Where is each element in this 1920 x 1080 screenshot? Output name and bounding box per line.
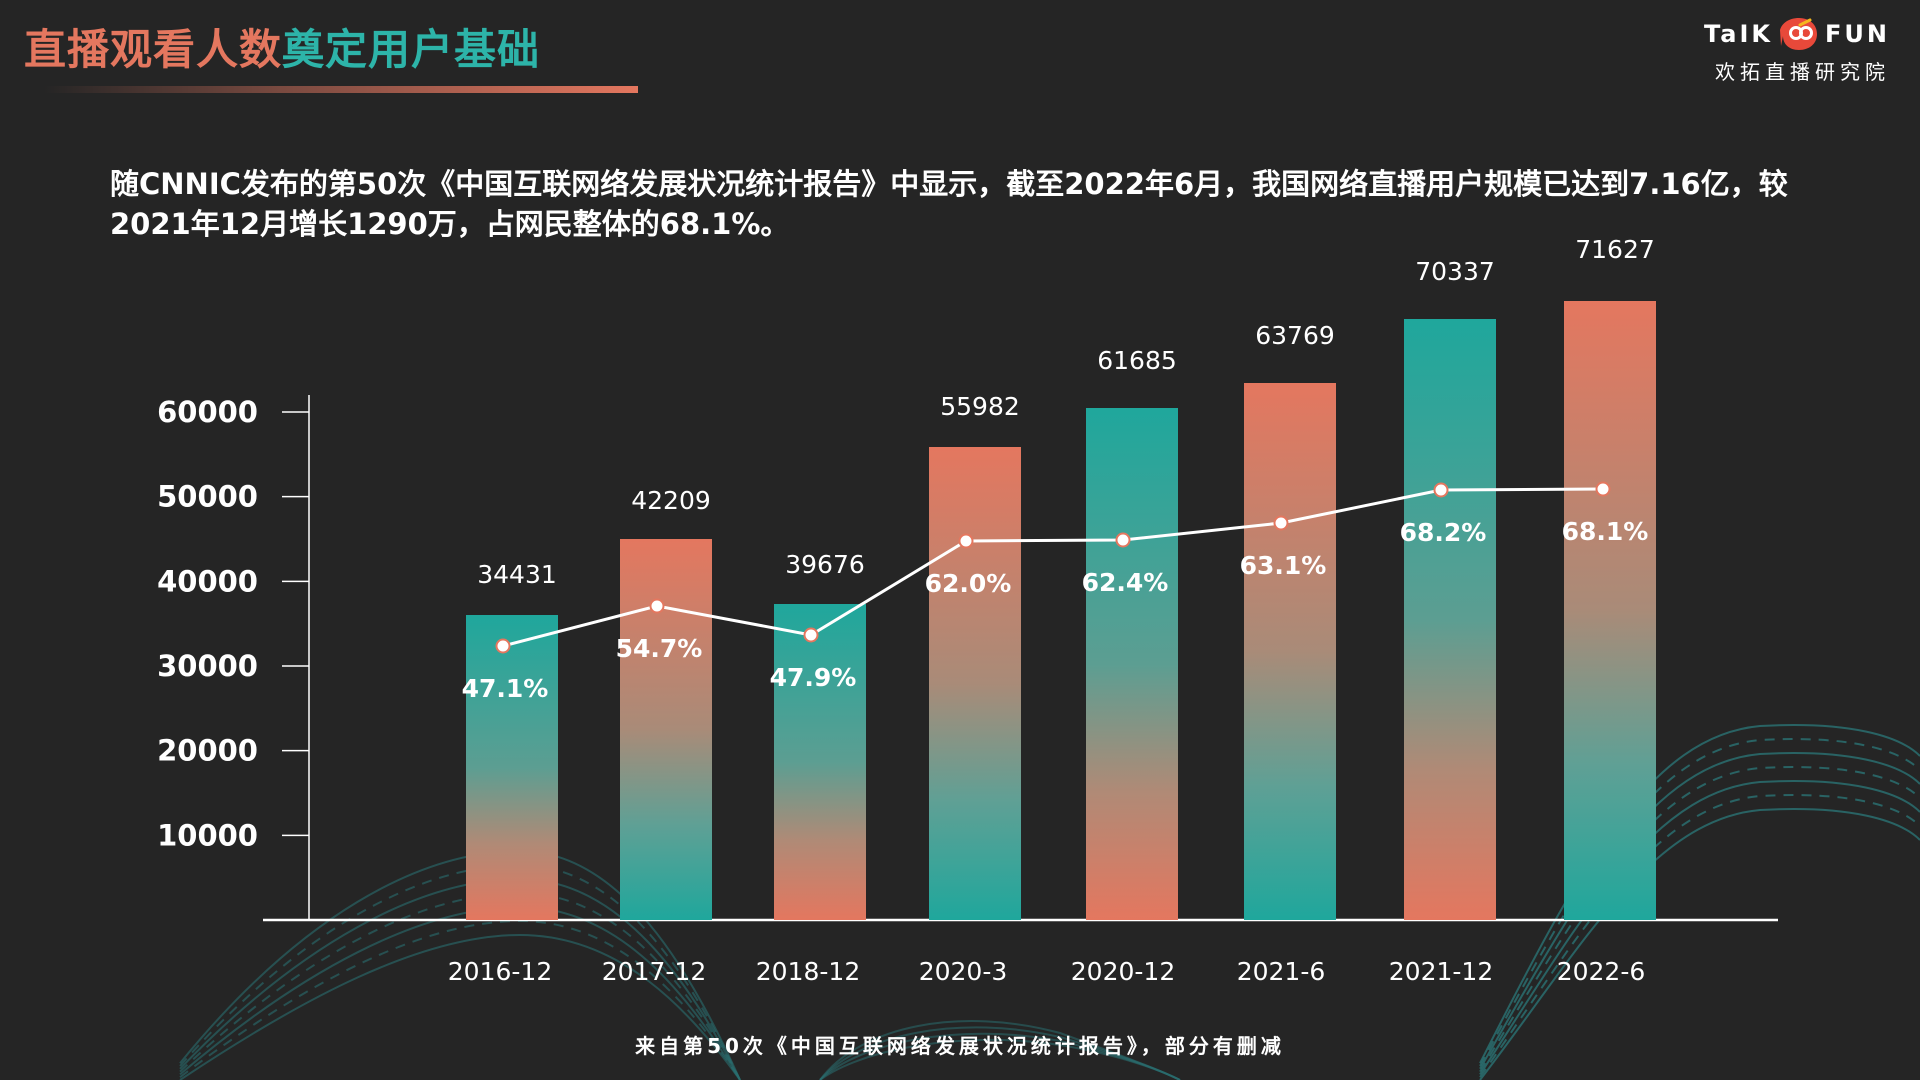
bar-value-label: 71627 bbox=[1575, 235, 1655, 264]
bar-value-label: 39676 bbox=[785, 550, 865, 579]
wave-line-right bbox=[1479, 766, 1920, 1073]
bar bbox=[1086, 408, 1178, 920]
bar-value-label: 42209 bbox=[631, 486, 711, 515]
line-value-label: 63.1% bbox=[1240, 551, 1327, 580]
intro-text: 随CNNIC发布的第50次《中国互联网络发展状况统计报告》中显示，截至2022年… bbox=[110, 167, 1788, 241]
bar-value-label: 70337 bbox=[1415, 257, 1495, 286]
wave-line-right bbox=[1479, 794, 1920, 1078]
logo-text-right: FUN bbox=[1825, 20, 1890, 48]
bar-value-label: 55982 bbox=[940, 392, 1020, 421]
x-tick-label: 2020-3 bbox=[919, 957, 1008, 986]
chart-labels: 10000 20000 30000 40000 50000 60000 34431 2016-… bbox=[157, 235, 1655, 986]
line-point bbox=[1115, 532, 1131, 548]
x-tick-label: 2017-12 bbox=[602, 957, 706, 986]
wave-line-right bbox=[1479, 752, 1920, 1070]
share-line bbox=[502, 487, 1604, 648]
line-value-label: 68.1% bbox=[1562, 517, 1649, 546]
y-tick-label: 50000 bbox=[157, 480, 258, 514]
line-point bbox=[1433, 482, 1449, 498]
bar bbox=[929, 447, 1021, 920]
y-tick-label: 40000 bbox=[157, 564, 258, 598]
title-underline bbox=[44, 86, 638, 93]
line-value-label: 68.2% bbox=[1400, 518, 1487, 547]
wave-line-left bbox=[179, 933, 741, 1080]
wave-line-bottom bbox=[819, 1020, 1181, 1080]
bar bbox=[1404, 319, 1496, 920]
line-value-label: 54.7% bbox=[616, 634, 703, 663]
bar-value-label: 63769 bbox=[1255, 321, 1335, 350]
y-tick-label: 10000 bbox=[157, 818, 258, 852]
x-tick-label: 2018-12 bbox=[756, 957, 860, 986]
x-tick-label: 2016-12 bbox=[448, 957, 552, 986]
wave-line-right bbox=[1479, 724, 1920, 1064]
line-value-label: 62.4% bbox=[1082, 568, 1169, 597]
y-tick-label: 60000 bbox=[157, 395, 258, 429]
bar bbox=[620, 539, 712, 920]
y-tick-label: 20000 bbox=[157, 734, 258, 768]
bar-series bbox=[466, 301, 1656, 920]
wave-line-right bbox=[1479, 808, 1920, 1080]
line-point bbox=[1595, 481, 1611, 497]
x-tick-label: 2022-6 bbox=[1557, 957, 1646, 986]
bar-value-label: 34431 bbox=[477, 560, 557, 589]
line-value-label: 47.9% bbox=[770, 663, 857, 692]
line-series bbox=[495, 481, 1611, 654]
line-point bbox=[958, 533, 974, 549]
x-tick-label: 2020-12 bbox=[1071, 957, 1175, 986]
line-point bbox=[803, 627, 819, 643]
bar bbox=[774, 604, 866, 920]
wave-line-right bbox=[1479, 738, 1920, 1067]
logo-text-left: TaIK bbox=[1704, 20, 1774, 48]
y-tick-label: 30000 bbox=[157, 649, 258, 683]
bar-value-label: 61685 bbox=[1097, 346, 1177, 375]
bar bbox=[466, 615, 558, 920]
background-waves bbox=[179, 724, 1920, 1080]
line-point bbox=[649, 598, 665, 614]
logo-mark-icon bbox=[1780, 18, 1818, 50]
x-tick-label: 2021-12 bbox=[1389, 957, 1493, 986]
source-note: 来自第50次《中国互联网络发展状况统计报告》，部分有删减 bbox=[635, 1034, 1285, 1058]
line-point bbox=[495, 638, 511, 654]
page-title: 直播观看人数奠定用户基础 bbox=[24, 22, 540, 78]
title-part-2: 奠定用户基础 bbox=[282, 25, 541, 74]
bar bbox=[1244, 383, 1336, 920]
logo: TaIK FUN 欢拓直播研究院 bbox=[1700, 16, 1890, 85]
bar bbox=[1564, 301, 1656, 920]
wave-line-right bbox=[1479, 780, 1920, 1075]
logo-subtitle: 欢拓直播研究院 bbox=[1715, 60, 1890, 84]
line-value-label: 62.0% bbox=[925, 569, 1012, 598]
line-value-label: 47.1% bbox=[462, 674, 549, 703]
line-point bbox=[1273, 515, 1289, 531]
x-tick-label: 2021-6 bbox=[1237, 957, 1326, 986]
title-part-1: 直播观看人数 bbox=[24, 25, 283, 74]
